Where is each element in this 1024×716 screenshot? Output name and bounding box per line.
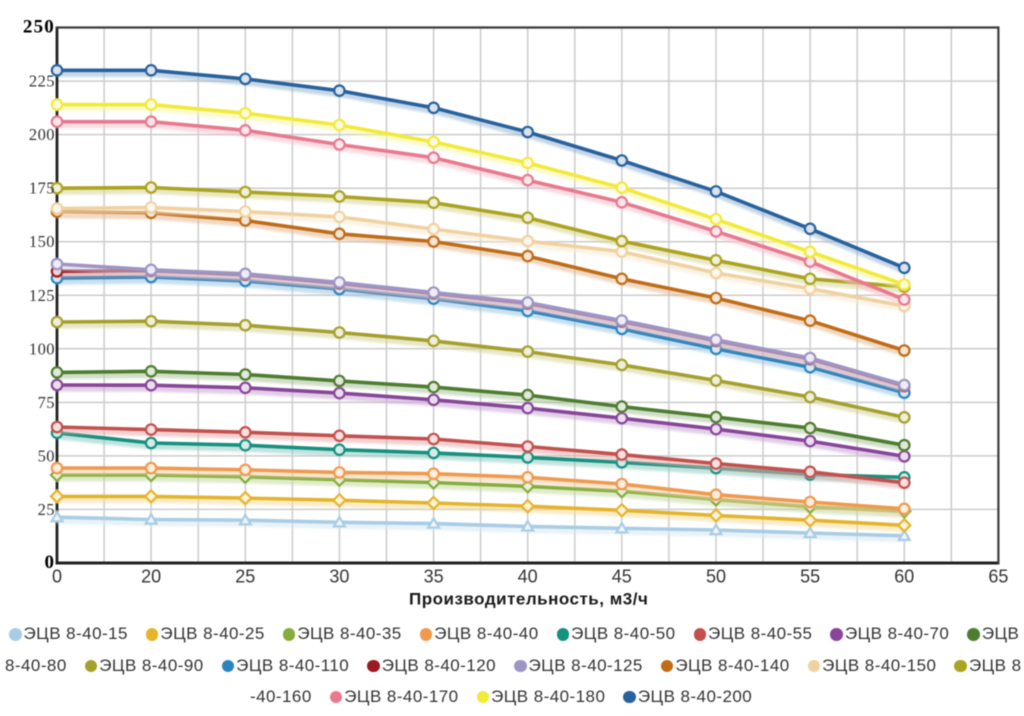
svg-text:25: 25 xyxy=(235,566,255,586)
svg-text:Производительность, м3/ч: Производительность, м3/ч xyxy=(409,590,648,609)
svg-text:200: 200 xyxy=(29,125,55,144)
svg-text:125: 125 xyxy=(29,286,55,305)
svg-text:225: 225 xyxy=(29,72,55,91)
svg-text:0: 0 xyxy=(52,566,62,586)
svg-text:75: 75 xyxy=(38,393,55,412)
svg-text:30: 30 xyxy=(329,566,349,586)
svg-text:20: 20 xyxy=(141,566,161,586)
svg-text:65: 65 xyxy=(988,566,1008,586)
svg-text:50: 50 xyxy=(706,566,726,586)
svg-text:150: 150 xyxy=(29,232,55,251)
svg-text:40: 40 xyxy=(518,566,538,586)
svg-text:25: 25 xyxy=(38,500,55,519)
svg-text:50: 50 xyxy=(38,446,55,465)
svg-text:250: 250 xyxy=(23,17,55,38)
svg-text:100: 100 xyxy=(29,339,55,358)
svg-text:45: 45 xyxy=(612,566,632,586)
svg-text:0: 0 xyxy=(45,552,55,573)
svg-text:35: 35 xyxy=(424,566,444,586)
svg-text:175: 175 xyxy=(29,179,55,198)
svg-text:60: 60 xyxy=(894,566,914,586)
svg-text:55: 55 xyxy=(800,566,820,586)
